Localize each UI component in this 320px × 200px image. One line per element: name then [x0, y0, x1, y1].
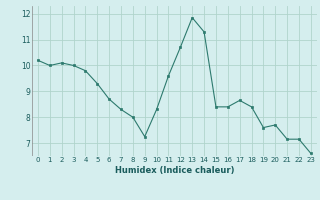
X-axis label: Humidex (Indice chaleur): Humidex (Indice chaleur)	[115, 166, 234, 175]
